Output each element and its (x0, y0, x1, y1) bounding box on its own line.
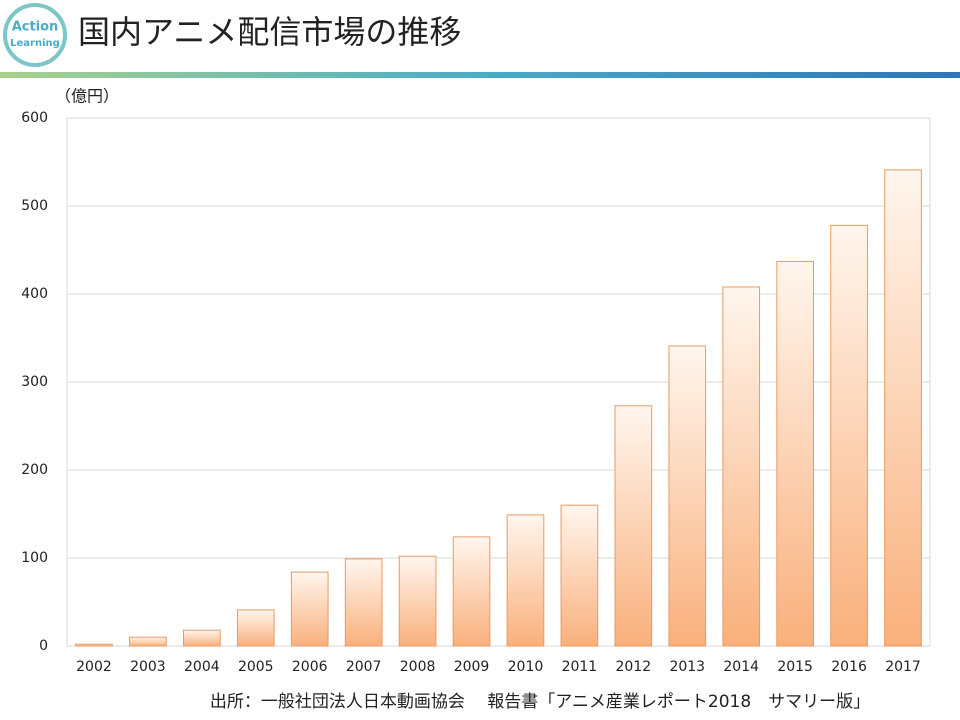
x-tick-label: 2016 (831, 659, 867, 675)
x-tick-label: 2017 (885, 659, 921, 675)
bar (884, 169, 922, 647)
bar (668, 345, 707, 647)
x-tick-label: 2009 (454, 659, 490, 675)
x-tick-label: 2007 (346, 659, 382, 675)
bar (776, 260, 814, 647)
x-tick-label: 2006 (292, 659, 328, 675)
bar (614, 405, 653, 647)
x-tick-label: 2014 (723, 659, 759, 675)
x-tick-label: 2010 (508, 659, 544, 675)
x-tick-label: 2015 (777, 659, 813, 675)
header-rule (0, 72, 960, 78)
x-tick-label: 2011 (562, 659, 598, 675)
x-tick-label: 2008 (400, 659, 436, 675)
bar (830, 224, 868, 647)
axis-unit: （億円） (55, 87, 119, 106)
y-tick-label: 100 (21, 550, 48, 566)
y-tick-label: 500 (21, 198, 48, 214)
y-tick-label: 0 (39, 638, 48, 654)
x-tick-label: 2013 (669, 659, 705, 675)
bar (506, 514, 545, 647)
bar (560, 504, 599, 647)
source-note: 出所：一般社団法人日本動画協会 報告書「アニメ産業レポート2018 サマリー版」 (210, 692, 870, 712)
bar (398, 555, 437, 647)
logo-text: Action (12, 20, 59, 35)
x-tick-label: 2002 (76, 659, 112, 675)
bar (129, 636, 167, 647)
x-tick-label: 2004 (184, 659, 220, 675)
bar (722, 286, 761, 647)
bar (183, 629, 221, 647)
bar (344, 558, 383, 647)
y-tick-label: 600 (21, 110, 48, 126)
y-tick-label: 300 (21, 374, 48, 390)
bar (290, 571, 329, 647)
bar (452, 536, 491, 647)
x-tick-label: 2005 (238, 659, 274, 675)
logo (3, 3, 67, 67)
y-tick-label: 400 (21, 286, 48, 302)
slide-title: 国内アニメ配信市場の推移 (78, 13, 461, 51)
x-tick-label: 2003 (130, 659, 166, 675)
x-tick-label: 2012 (616, 659, 652, 675)
bar (75, 643, 113, 647)
bar (236, 609, 275, 647)
logo-text: Learning (10, 38, 60, 49)
y-tick-label: 200 (21, 462, 48, 478)
